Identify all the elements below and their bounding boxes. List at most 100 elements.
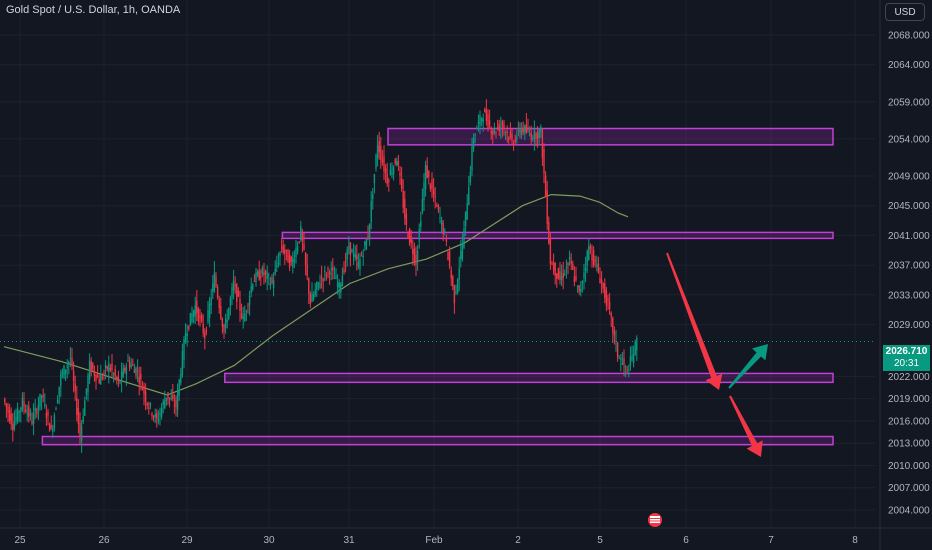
candle-up xyxy=(540,126,542,131)
candle-up xyxy=(268,274,270,276)
candle-up xyxy=(533,128,536,140)
price-zone-rect xyxy=(224,372,834,384)
candle-down xyxy=(290,256,292,263)
candle-down xyxy=(536,132,539,139)
candle-down xyxy=(325,274,328,276)
candle-down xyxy=(236,284,238,302)
candle-up xyxy=(189,312,192,326)
candle-down xyxy=(487,113,489,129)
candle-up xyxy=(463,228,465,248)
candle-up xyxy=(232,280,235,291)
candle-up xyxy=(560,275,563,280)
candle-down xyxy=(76,397,78,415)
candle-up xyxy=(311,293,313,303)
candle-down xyxy=(567,263,569,266)
candle-up xyxy=(340,283,342,293)
y-tick-label: 2013.000 xyxy=(888,439,930,450)
candle-down xyxy=(216,287,219,298)
candle-down xyxy=(95,374,97,381)
candle-up xyxy=(186,333,188,337)
candle-up xyxy=(180,373,182,383)
candle-up xyxy=(364,241,366,246)
candle-up xyxy=(348,247,350,249)
candle-down xyxy=(239,298,241,311)
candle-up xyxy=(15,416,17,422)
candle-up xyxy=(133,369,136,374)
price-zone-rect xyxy=(387,127,834,146)
candle-down xyxy=(309,293,312,304)
candle-down xyxy=(367,236,369,239)
candle-up xyxy=(365,239,368,250)
candle-down xyxy=(608,301,611,310)
candle-up xyxy=(618,358,620,360)
candle-up xyxy=(176,390,179,411)
candle-down xyxy=(116,376,118,380)
y-tick-label: 2029.000 xyxy=(888,320,930,331)
candle-up xyxy=(474,133,476,136)
candle-up xyxy=(20,407,22,412)
candle-down xyxy=(92,363,94,370)
candle-up xyxy=(368,223,371,238)
candle-up xyxy=(224,318,227,328)
candle-down xyxy=(327,267,329,270)
x-tick-label: 29 xyxy=(181,535,193,546)
candle-down xyxy=(511,133,513,141)
candle-down xyxy=(506,131,508,134)
candle-up xyxy=(477,121,480,124)
candle-down xyxy=(215,276,217,287)
x-tick-label: 26 xyxy=(98,535,110,546)
candle-down xyxy=(151,413,153,416)
candle-down xyxy=(450,269,452,279)
candle-down xyxy=(448,250,451,267)
currency-button[interactable]: USD xyxy=(885,3,925,21)
event-flag-icon xyxy=(648,513,662,527)
candle-up xyxy=(242,316,244,320)
bearish-target-arrow-icon xyxy=(729,395,763,457)
candle-up xyxy=(440,220,443,225)
candle-down xyxy=(594,259,596,261)
y-tick-label: 2041.000 xyxy=(888,231,930,242)
candle-down xyxy=(599,277,601,284)
candle-down xyxy=(623,358,625,365)
candle-up xyxy=(354,254,356,258)
candle-down xyxy=(304,252,307,265)
candle-up xyxy=(357,262,360,267)
last-price-value: 2026.710 xyxy=(885,346,928,357)
candle-up xyxy=(229,297,232,307)
candle-up xyxy=(100,374,102,385)
candle-down xyxy=(432,189,435,196)
x-tick-label: 30 xyxy=(263,535,275,546)
candle-down xyxy=(592,250,595,266)
candle-up xyxy=(389,169,392,175)
candle-up xyxy=(471,146,473,172)
candle-up xyxy=(336,283,339,288)
candle-down xyxy=(509,131,512,138)
candle-up xyxy=(538,129,540,138)
candle-down xyxy=(220,305,222,319)
candle-up xyxy=(316,282,318,290)
candle-down xyxy=(197,308,200,322)
candle-up xyxy=(191,313,193,323)
candle-down xyxy=(535,133,537,139)
candle-up xyxy=(314,289,316,296)
x-tick-label: Feb xyxy=(425,535,443,546)
candle-up xyxy=(581,281,584,284)
candle-down xyxy=(4,398,6,403)
candle-up xyxy=(424,164,427,189)
candle-down xyxy=(322,278,324,282)
candle-down xyxy=(202,323,204,334)
candle-up xyxy=(375,155,377,169)
candle-down xyxy=(271,277,273,283)
candle-down xyxy=(572,263,574,270)
candle-up xyxy=(319,282,321,288)
candle-down xyxy=(218,298,220,308)
candle-up xyxy=(373,173,376,184)
candle-down xyxy=(140,373,142,380)
candle-down xyxy=(152,416,155,418)
candle-down xyxy=(562,272,564,278)
candle-up xyxy=(317,282,320,284)
candle-up xyxy=(248,295,251,305)
candle-down xyxy=(24,409,27,412)
candle-up xyxy=(634,341,636,355)
